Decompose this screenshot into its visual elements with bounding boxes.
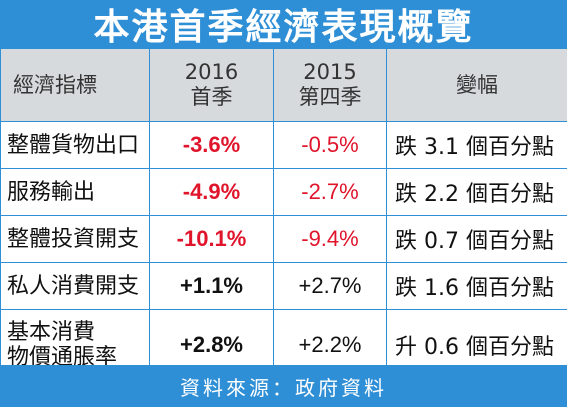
column-header-change: 變幅 [386, 48, 567, 122]
table-header-row: 經濟指標 2016 首季 2015 第四季 變幅 [0, 48, 567, 122]
change-cell: 跌 3.1 個百分點 [386, 121, 567, 169]
column-header-2015-year: 2015 [303, 60, 357, 84]
column-header-2016-year: 2016 [184, 60, 239, 84]
column-header-2016-quarter: 首季 [190, 85, 233, 109]
column-header-2016-q1: 2016 首季 [149, 48, 274, 122]
economic-indicators-table: 經濟指標 2016 首季 2015 第四季 變幅 整體貨物出口 -3.6% -0… [0, 48, 567, 381]
indicator-line-1: 基本消費 [7, 320, 96, 345]
q1-2016-value: -4.9% [149, 168, 274, 216]
column-header-indicator: 經濟指標 [0, 48, 150, 122]
q4-2015-value: +2.7% [273, 262, 387, 310]
change-cell: 跌 0.7 個百分點 [386, 215, 567, 263]
table-row: 私人消費開支 +1.1% +2.7% 跌 1.6 個百分點 [0, 262, 567, 310]
table-row: 整體投資開支 -10.1% -9.4% 跌 0.7 個百分點 [0, 215, 567, 263]
q4-2015-value: -2.7% [273, 168, 387, 216]
page-title: 本港首季經濟表現概覽 [0, 0, 567, 48]
q4-2015-value: -9.4% [273, 215, 387, 263]
q1-2016-value: -10.1% [149, 215, 274, 263]
indicator-cell: 整體投資開支 [0, 215, 150, 263]
column-header-2015-quarter: 第四季 [298, 85, 362, 109]
q1-2016-value: -3.6% [149, 121, 274, 169]
indicator-cell: 私人消費開支 [0, 262, 150, 310]
change-cell: 跌 2.2 個百分點 [386, 168, 567, 216]
q4-2015-value: -0.5% [273, 121, 387, 169]
indicator-cell: 服務輸出 [0, 168, 150, 216]
q1-2016-value: +1.1% [149, 262, 274, 310]
indicator-cell: 整體貨物出口 [0, 121, 150, 169]
change-cell: 跌 1.6 個百分點 [386, 262, 567, 310]
table-row: 服務輸出 -4.9% -2.7% 跌 2.2 個百分點 [0, 168, 567, 216]
table-row: 整體貨物出口 -3.6% -0.5% 跌 3.1 個百分點 [0, 121, 567, 169]
source-note: 資料來源：政府資料 [0, 365, 567, 407]
column-header-2015-q4: 2015 第四季 [273, 48, 387, 122]
